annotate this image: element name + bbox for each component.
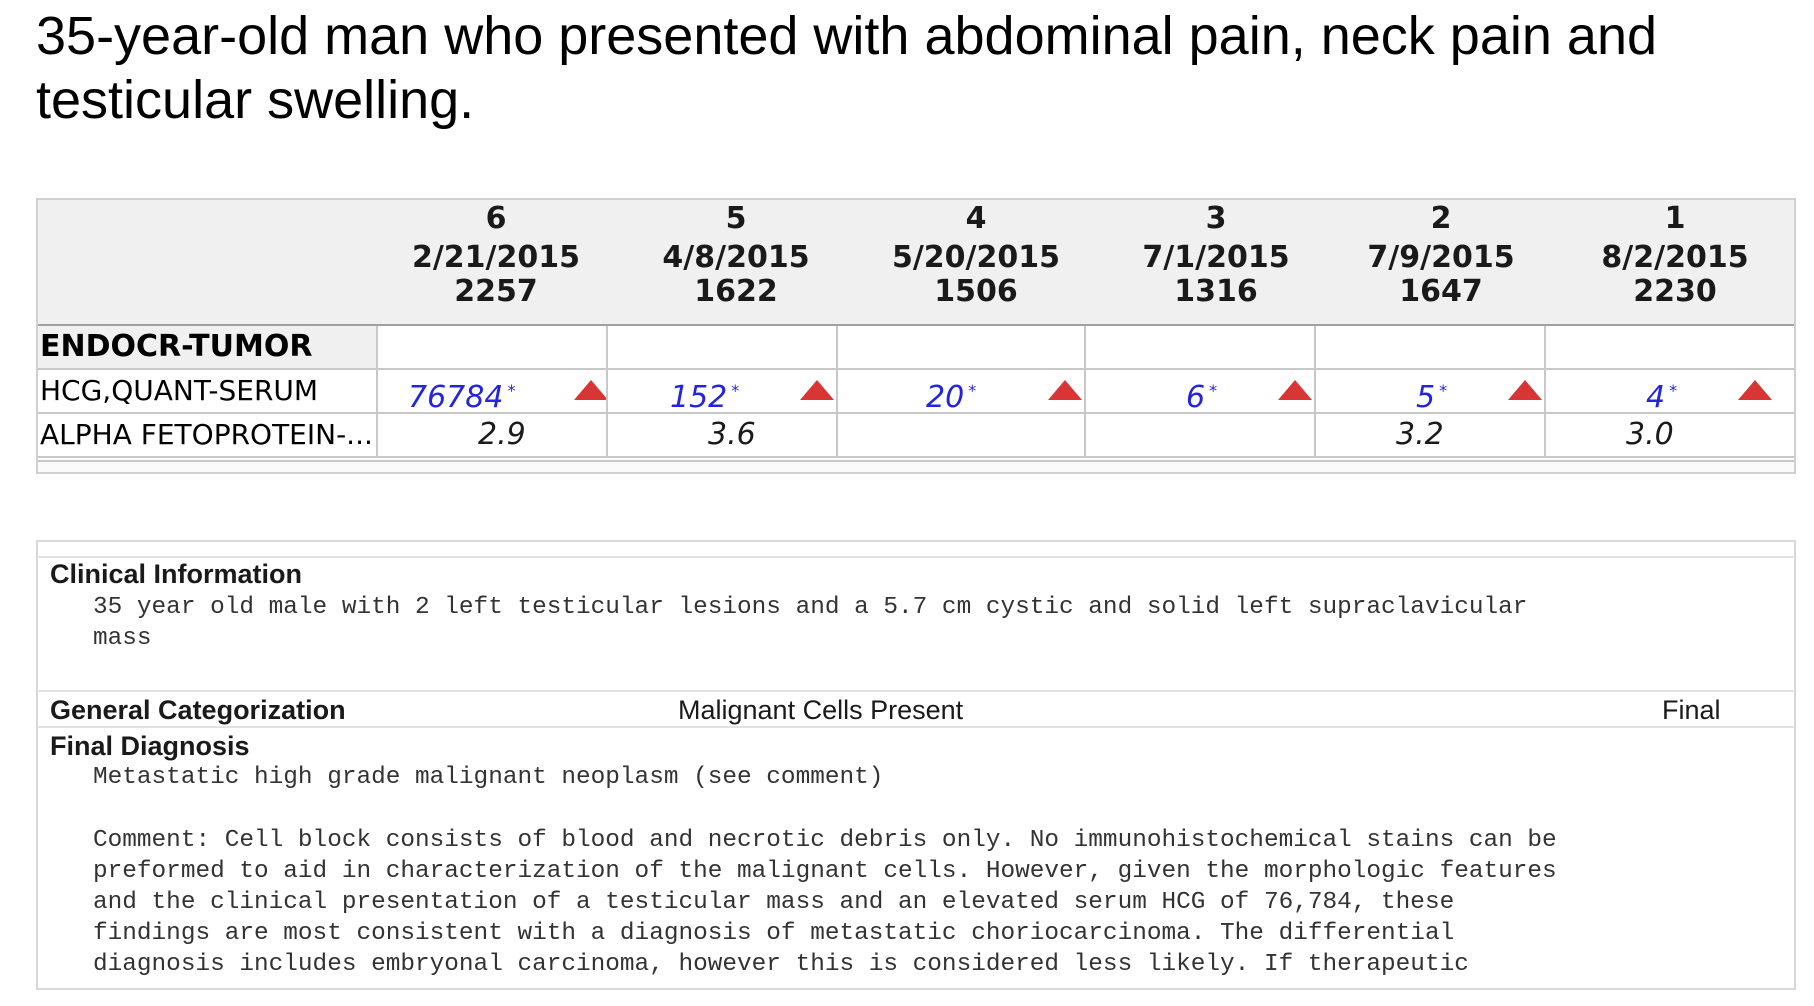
column-time: 2257: [454, 274, 538, 309]
horizontal-scrollbar[interactable]: [38, 460, 1794, 472]
result-cell[interactable]: 3.0: [1544, 414, 1794, 456]
empty-cell: [836, 326, 1084, 368]
column-time: 1622: [694, 274, 778, 309]
high-arrow-icon: [1508, 380, 1542, 400]
column-date: 7/1/2015: [1142, 240, 1290, 275]
categorization-heading: General Categorization: [50, 695, 346, 725]
result-cell[interactable]: [1084, 414, 1314, 456]
column-date: 8/2/2015: [1601, 240, 1749, 275]
column-number: 1: [1664, 201, 1686, 236]
result-cell[interactable]: 152 *: [606, 370, 836, 415]
final-diagnosis-heading: Final Diagnosis: [50, 731, 250, 761]
high-arrow-icon: [1278, 380, 1312, 400]
result-value: 2.9: [478, 417, 526, 452]
result-value: 4 *: [1646, 380, 1678, 415]
column-number: 4: [965, 201, 987, 236]
comment-line: and the clinical presentation of a testi…: [93, 889, 1455, 916]
divider: [38, 726, 1794, 728]
column-time: 1506: [934, 274, 1018, 309]
result-cell[interactable]: 2.9: [376, 414, 606, 456]
high-arrow-icon: [574, 380, 608, 400]
comment-line: preformed to aid in characterization of …: [93, 858, 1557, 885]
divider: [38, 556, 1794, 558]
column-header-3[interactable]: 3 7/1/2015 1316: [1096, 200, 1336, 324]
column-time: 1647: [1399, 274, 1483, 309]
categorization-value: Malignant Cells Present: [678, 695, 964, 725]
column-number: 2: [1430, 201, 1452, 236]
result-value: 5 *: [1416, 380, 1448, 415]
comment-line: findings are most consistent with a diag…: [93, 920, 1455, 947]
high-arrow-icon: [800, 380, 834, 400]
clinical-info-line: 35 year old male with 2 left testicular …: [93, 594, 1528, 621]
lab-column-header: 6 2/21/2015 2257 5 4/8/2015 1622 4 5/20/…: [38, 200, 1794, 326]
lab-row-hcg[interactable]: HCG,QUANT-SERUM 76784 * 152 * 20 * 6 * 5 *: [38, 370, 1794, 415]
column-date: 2/21/2015: [411, 240, 581, 275]
column-date: 7/9/2015: [1367, 240, 1515, 275]
empty-cell: [376, 326, 606, 368]
section-label: ENDOCR-TUMOR: [38, 326, 376, 368]
result-cell[interactable]: 3.2: [1314, 414, 1544, 456]
result-value: 3.6: [708, 417, 756, 452]
column-date: 4/8/2015: [662, 240, 810, 275]
section-row-endocr-tumor: ENDOCR-TUMOR: [38, 326, 1794, 370]
empty-cell: [606, 326, 836, 368]
clinical-info-line: mass: [93, 625, 152, 652]
comment-line: diagnosis includes embryonal carcinoma, …: [93, 951, 1469, 978]
result-value: 3.0: [1626, 417, 1674, 452]
test-name: HCG,QUANT-SERUM: [40, 374, 319, 407]
result-value: 152 *: [670, 380, 740, 415]
result-value: 6 *: [1186, 380, 1218, 415]
column-time: 2230: [1633, 274, 1717, 309]
lab-row-alpha-fetoprotein[interactable]: ALPHA FETOPROTEIN-... 2.9 3.6 3.2 3.0: [38, 414, 1794, 458]
result-value: 3.2: [1396, 417, 1444, 452]
empty-cell: [1084, 326, 1314, 368]
result-cell[interactable]: 5 *: [1314, 370, 1544, 415]
high-arrow-icon: [1048, 380, 1082, 400]
lab-results-grid: 6 2/21/2015 2257 5 4/8/2015 1622 4 5/20/…: [36, 198, 1796, 474]
result-value: 20 *: [926, 380, 977, 415]
result-cell[interactable]: 3.6: [606, 414, 836, 456]
result-value: 76784 *: [408, 380, 516, 415]
pathology-report: Clinical Information 35 year old male wi…: [36, 540, 1796, 990]
column-header-2[interactable]: 2 7/9/2015 1647: [1326, 200, 1556, 324]
result-cell[interactable]: [836, 414, 1084, 456]
column-number: 6: [485, 201, 507, 236]
result-cell[interactable]: 6 *: [1084, 370, 1314, 415]
column-time: 1316: [1174, 274, 1258, 309]
clinical-info-heading: Clinical Information: [50, 559, 303, 589]
result-cell[interactable]: 20 *: [836, 370, 1084, 415]
column-header-6[interactable]: 6 2/21/2015 2257: [376, 200, 616, 324]
column-date: 5/20/2015: [891, 240, 1061, 275]
result-cell[interactable]: 4 *: [1544, 370, 1794, 415]
comment-line: Comment: Cell block consists of blood an…: [93, 827, 1557, 854]
categorization-status: Final: [1662, 695, 1721, 725]
high-arrow-icon: [1738, 380, 1772, 400]
divider: [38, 690, 1794, 692]
column-header-4[interactable]: 4 5/20/2015 1506: [856, 200, 1096, 324]
empty-cell: [1544, 326, 1794, 368]
result-cell[interactable]: 76784 *: [376, 370, 608, 415]
column-number: 3: [1205, 201, 1227, 236]
page-title: 35-year-old man who presented with abdom…: [36, 6, 1658, 130]
column-number: 5: [725, 201, 747, 236]
column-header-1[interactable]: 1 8/2/2015 2230: [1556, 200, 1794, 324]
test-name: ALPHA FETOPROTEIN-...: [40, 418, 373, 451]
empty-cell: [1314, 326, 1544, 368]
final-diagnosis-text: Metastatic high grade malignant neoplasm…: [93, 764, 884, 791]
column-header-5[interactable]: 5 4/8/2015 1622: [616, 200, 856, 324]
